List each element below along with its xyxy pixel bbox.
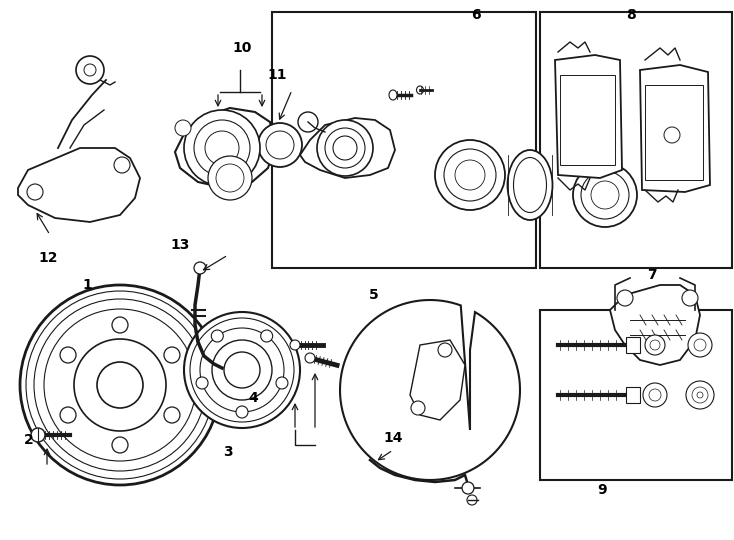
Polygon shape [18,148,140,222]
Circle shape [211,330,223,342]
Bar [560,75,615,165]
Circle shape [60,347,76,363]
Ellipse shape [305,353,315,363]
Circle shape [643,383,667,407]
Text: 11: 11 [267,68,287,82]
Circle shape [467,495,477,505]
Ellipse shape [290,340,300,350]
Bar [626,387,640,403]
Circle shape [208,156,252,200]
Bar [626,337,640,353]
Text: 12: 12 [38,251,58,265]
Polygon shape [410,340,465,420]
Bar [645,85,703,180]
Text: 5: 5 [369,288,379,302]
Text: 7: 7 [647,268,657,282]
Bar [272,12,536,268]
Circle shape [258,123,302,167]
Circle shape [236,406,248,418]
Bar [540,310,732,480]
Text: 8: 8 [626,8,636,22]
Circle shape [276,377,288,389]
Polygon shape [640,65,710,192]
Polygon shape [340,300,520,480]
Ellipse shape [507,150,553,220]
Text: 1: 1 [82,278,92,292]
Circle shape [31,428,45,442]
Circle shape [435,140,505,210]
Circle shape [686,381,714,409]
Circle shape [645,335,665,355]
Bar [540,12,732,268]
Polygon shape [555,55,622,178]
Circle shape [411,401,425,415]
Circle shape [60,407,76,423]
Text: 6: 6 [471,8,481,22]
Circle shape [184,312,300,428]
Polygon shape [300,118,395,178]
Circle shape [175,120,191,136]
Circle shape [27,184,43,200]
Circle shape [438,343,452,357]
Polygon shape [175,108,275,188]
Text: 3: 3 [223,445,233,459]
Circle shape [76,56,104,84]
Text: 13: 13 [170,238,189,252]
Text: 9: 9 [597,483,607,497]
Circle shape [164,407,180,423]
Circle shape [298,112,318,132]
Circle shape [462,482,474,494]
Polygon shape [610,285,700,365]
Text: 14: 14 [383,431,403,445]
Circle shape [261,330,273,342]
Ellipse shape [389,90,397,100]
Ellipse shape [416,86,424,94]
Circle shape [196,377,208,389]
Text: 10: 10 [233,41,252,55]
Circle shape [112,317,128,333]
Circle shape [184,110,260,186]
Circle shape [20,285,220,485]
Text: 2: 2 [24,433,34,447]
Circle shape [112,437,128,453]
Circle shape [573,163,637,227]
Circle shape [114,157,130,173]
Text: 4: 4 [248,391,258,405]
Circle shape [617,290,633,306]
Circle shape [194,262,206,274]
Circle shape [164,347,180,363]
Circle shape [688,333,712,357]
Circle shape [682,290,698,306]
Circle shape [317,120,373,176]
